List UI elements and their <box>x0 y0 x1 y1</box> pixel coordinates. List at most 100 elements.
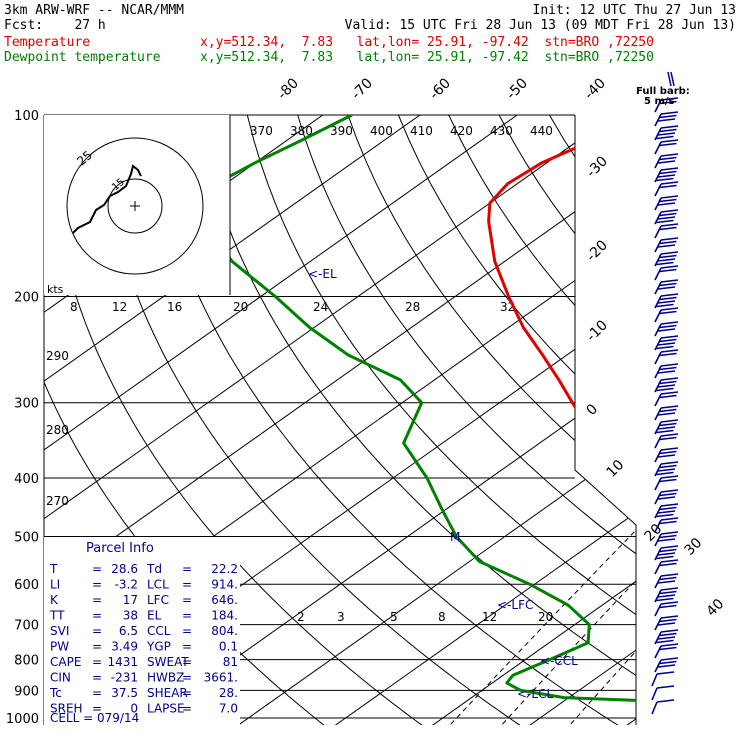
parcel-value: 22.2 <box>211 562 238 576</box>
parcel-value: -3.2 <box>115 578 138 592</box>
parcel-label: EL <box>147 609 162 623</box>
theta-label-290: 290 <box>46 349 69 363</box>
wind-barb <box>654 447 679 463</box>
parcel-value: 3.49 <box>111 640 138 654</box>
lcl-marker: <-LCL <box>517 687 553 701</box>
temperature-label--60: -60 <box>427 75 454 102</box>
parcel-value: 646. <box>211 593 238 607</box>
parcel-row: T = 28.6 Td = 22.2 <box>49 562 238 576</box>
legend-temperature-info: x,y=512.34, 7.83 lat,lon= 25.91, -97.42 … <box>200 35 654 50</box>
wind-barb <box>654 461 679 477</box>
forecast-hour: Fcst: 27 h <box>4 18 106 33</box>
temperature-label--80: -80 <box>275 75 302 102</box>
hodograph: 25 15 kts <box>44 115 231 296</box>
parcel-eq: = <box>182 593 192 607</box>
isotherm-10 <box>618 115 636 725</box>
wind-barb <box>654 349 679 365</box>
barb-legend-symbol <box>670 71 675 87</box>
parcel-label: CIN <box>50 671 71 685</box>
parcel-value: -231 <box>111 671 138 685</box>
parcel-row: CAPE = 1431 SWEAT= 81 <box>50 655 238 669</box>
parcel-eq: = <box>182 609 192 623</box>
isotherm-20 <box>716 102 740 731</box>
theta-label-440: 440 <box>530 124 553 138</box>
parcel-label: T <box>49 562 58 576</box>
temperature-label-30: 30 <box>682 535 706 559</box>
mixing-ratio-bottom-5: 5 <box>390 610 398 624</box>
wind-barb <box>654 139 679 155</box>
mixing-ratio-2 <box>444 282 636 725</box>
isotherm--10 <box>424 115 636 725</box>
theta-label-410: 410 <box>410 124 433 138</box>
wind-barb <box>651 699 675 715</box>
wind-barb <box>654 559 679 575</box>
parcel-eq: = <box>92 671 102 685</box>
pressure-label-600: 600 <box>14 578 39 593</box>
barb-unit: 5 m/s <box>644 96 675 107</box>
isotherm--140 <box>44 115 51 725</box>
wind-barb <box>654 363 679 379</box>
parcel-label: CAPE <box>50 655 81 669</box>
dry-adiabat-370 <box>599 115 636 725</box>
parcel-row: SREH = 0 LAPSE= 7.0 <box>50 702 238 716</box>
mixing-ratio-lines <box>444 282 636 725</box>
parcel-cell: CELL = 079/14 <box>50 711 139 725</box>
dry-adiabat-390 <box>700 115 740 731</box>
wind-barb <box>654 643 679 659</box>
wind-barb <box>654 391 679 407</box>
wind-barb <box>654 573 679 589</box>
parcel-value: 17 <box>123 593 138 607</box>
parcel-eq: = <box>182 578 192 592</box>
parcel-label: SHEAR <box>147 686 188 700</box>
parcel-eq: = <box>182 686 192 700</box>
mixing-ratio-label-24: 24 <box>313 300 328 314</box>
parcel-value: 3661. <box>204 671 238 685</box>
theta-label-270: 270 <box>46 494 69 508</box>
mixing-ratio-label-28: 28 <box>405 300 420 314</box>
wind-barb <box>654 433 679 449</box>
temperature-label-40: 40 <box>704 596 728 620</box>
wind-barb <box>654 307 679 323</box>
dry-adiabat-350 <box>498 115 636 725</box>
temperature-label--20: -20 <box>584 237 611 264</box>
wind-barb <box>654 629 679 645</box>
mixing-ratio-8 <box>630 282 636 725</box>
temperature-label--50: -50 <box>504 75 531 102</box>
legend-dewpoint-info: x,y=512.34, 7.83 lat,lon= 25.91, -97.42 … <box>200 50 654 65</box>
temperature-profile <box>487 115 636 720</box>
mixing-ratio-label-12: 12 <box>112 300 127 314</box>
wind-barb <box>654 251 679 267</box>
theta-label-370: 370 <box>250 124 273 138</box>
wind-barb <box>654 615 679 631</box>
parcel-row: PW = 3.49 YGP = 0.1 <box>50 640 238 654</box>
dry-adiabat-310 <box>297 115 636 725</box>
parcel-value: 0 <box>130 702 138 716</box>
wind-barb <box>654 335 679 351</box>
parcel-label: SREH <box>50 702 83 716</box>
parcel-eq: = <box>182 624 192 638</box>
parcel-info-panel: Parcel Info T = 28.6 Td = 22.2 LI = -3.2 LCL = 914.… <box>44 537 240 725</box>
parcel-value: 28.6 <box>111 562 138 576</box>
wind-barb <box>654 545 679 561</box>
pressure-label-900: 900 <box>14 684 39 699</box>
hodograph-units: kts <box>47 283 64 296</box>
parcel-value: 81 <box>223 655 238 669</box>
wind-barb <box>651 685 675 701</box>
wind-barb <box>654 587 679 603</box>
barb-note: Full barb: <box>636 86 690 97</box>
temperature-label--30: -30 <box>584 153 611 180</box>
parcel-label: K <box>50 593 59 607</box>
wind-barb <box>654 531 679 547</box>
pressure-label-500: 500 <box>14 530 39 545</box>
isotherm--20 <box>327 115 636 725</box>
parcel-label: LAPSE <box>147 702 185 716</box>
hodograph-inner-ring <box>107 178 163 234</box>
parcel-eq: = <box>182 655 192 669</box>
legend-dewpoint-name: Dewpoint temperature <box>4 50 161 65</box>
isotherm--30 <box>230 115 636 725</box>
parcel-row: SVI = 6.5 CCL = 804. <box>50 624 238 638</box>
mixing-ratio-bottom-3: 3 <box>337 610 345 624</box>
valid-time: Valid: 15 UTC Fri 28 Jun 13 (09 MDT Fri … <box>344 18 736 33</box>
temperature-label-0: 0 <box>584 401 602 419</box>
isotherm--100 <box>44 115 440 725</box>
